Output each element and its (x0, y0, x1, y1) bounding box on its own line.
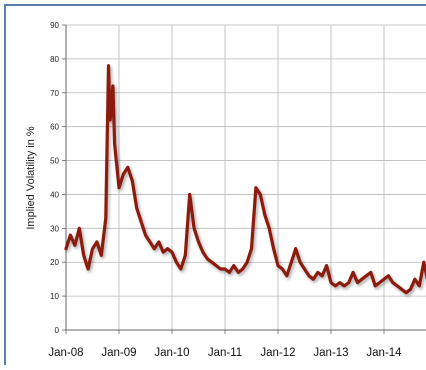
frame-left-border (4, 4, 6, 365)
y-tick-label: 50 (50, 157, 59, 166)
y-gridlines (66, 24, 426, 297)
y-tick-label: 80 (50, 55, 59, 64)
x-tick-label: Jan-14 (366, 347, 402, 359)
x-tick-label: Jan-13 (313, 347, 348, 359)
x-tick-label: Jan-11 (208, 347, 242, 359)
y-tick-label: 40 (50, 190, 59, 199)
y-tick-label: 0 (55, 326, 60, 335)
axes (62, 24, 426, 334)
y-axis-label: Implied Volatility in % (25, 126, 37, 230)
x-tick-label: Jan-10 (154, 347, 189, 359)
y-tick-labels: 0 10 20 30 40 50 60 70 80 90 (50, 21, 59, 335)
y-tick-label: 20 (50, 258, 59, 267)
y-tick-label: 30 (50, 224, 59, 233)
y-tick-label: 10 (50, 292, 59, 301)
data-series (64, 64, 426, 295)
frame-top-border (4, 4, 426, 6)
x-tick-label: Jan-09 (101, 347, 136, 359)
x-tick-label: Jan-12 (260, 347, 295, 359)
x-tick-labels: Jan-08 Jan-09 Jan-10 Jan-11 Jan-12 Jan-13 Jan-… (48, 347, 402, 359)
y-tick-label: 70 (50, 89, 59, 98)
y-tick-label: 60 (50, 123, 59, 132)
series-line-0 (64, 64, 426, 295)
x-tick-label: Jan-08 (48, 347, 83, 359)
y-tick-label: 90 (50, 21, 59, 30)
